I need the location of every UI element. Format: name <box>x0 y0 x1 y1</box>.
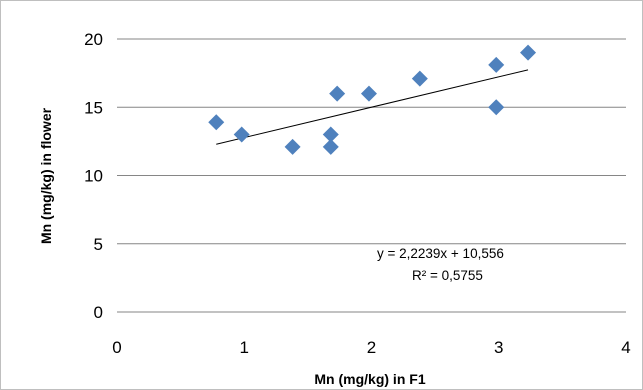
data-point <box>284 138 301 155</box>
y-tick-label: 10 <box>84 167 103 186</box>
data-point <box>411 70 428 87</box>
data-point <box>329 85 346 102</box>
y-tick-labels: 0 5 10 15 20 <box>84 30 103 322</box>
data-point <box>488 99 505 116</box>
y-tick-label: 15 <box>84 98 103 117</box>
trendline-r-squared: R² = 0,5755 <box>412 268 483 283</box>
trendline-equation: y = 2,2239x + 10,556 <box>377 246 504 261</box>
data-point <box>208 114 225 131</box>
data-point <box>488 56 505 73</box>
data-point <box>322 126 339 143</box>
x-axis-title: Mn (mg/kg) in F1 <box>314 371 425 387</box>
x-tick-label: 3 <box>494 338 503 357</box>
y-axis-title: Mn (mg/kg) in flower <box>38 107 54 244</box>
data-point <box>233 126 250 143</box>
y-tick-label: 5 <box>94 235 103 254</box>
x-tick-label: 1 <box>240 338 249 357</box>
y-tick-label: 20 <box>84 30 103 49</box>
data-point <box>520 44 537 61</box>
data-point <box>360 85 377 102</box>
trendline <box>216 69 529 145</box>
x-tick-label: 0 <box>112 338 121 357</box>
data-points <box>208 44 537 155</box>
x-tick-labels: 0 1 2 3 4 <box>112 338 630 357</box>
x-tick-label: 4 <box>621 338 630 357</box>
x-tick-label: 2 <box>367 338 376 357</box>
data-point <box>322 138 339 155</box>
y-tick-label: 0 <box>94 303 103 322</box>
gridlines <box>117 38 626 245</box>
